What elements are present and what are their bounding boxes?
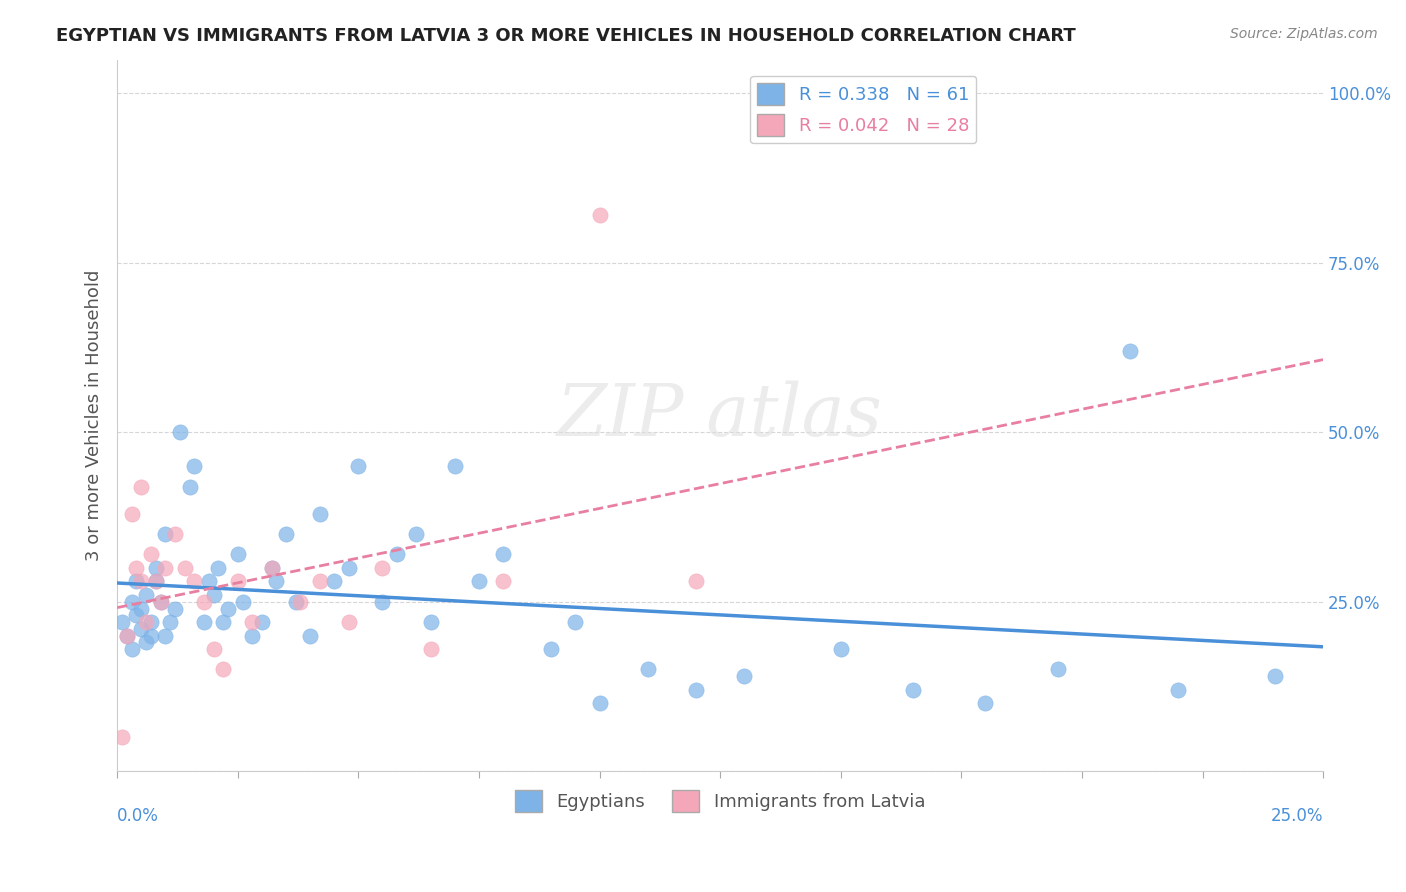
Point: [145, 574, 167, 589]
Point: [115, 629, 138, 643]
Point: [337, 615, 360, 629]
Point: [139, 547, 162, 561]
Point: [131, 601, 153, 615]
Point: [323, 574, 346, 589]
Point: [266, 574, 288, 589]
Point: [1264, 669, 1286, 683]
Point: [337, 561, 360, 575]
Point: [588, 697, 610, 711]
Point: [830, 642, 852, 657]
Point: [217, 601, 239, 615]
Point: [139, 615, 162, 629]
Point: [202, 642, 225, 657]
Point: [125, 608, 148, 623]
Point: [131, 574, 153, 589]
Point: [260, 561, 283, 575]
Point: [444, 459, 467, 474]
Point: [685, 574, 707, 589]
Point: [226, 574, 249, 589]
Point: [588, 209, 610, 223]
Point: [159, 615, 181, 629]
Point: [685, 682, 707, 697]
Point: [290, 595, 312, 609]
Point: [405, 527, 427, 541]
Point: [240, 615, 263, 629]
Point: [139, 629, 162, 643]
Point: [111, 615, 134, 629]
Point: [274, 527, 297, 541]
Text: EGYPTIAN VS IMMIGRANTS FROM LATVIA 3 OR MORE VEHICLES IN HOUSEHOLD CORRELATION C: EGYPTIAN VS IMMIGRANTS FROM LATVIA 3 OR …: [56, 27, 1076, 45]
Point: [492, 547, 515, 561]
Point: [250, 615, 273, 629]
Point: [733, 669, 755, 683]
Point: [145, 561, 167, 575]
Point: [385, 547, 408, 561]
Point: [169, 425, 191, 440]
Point: [125, 561, 148, 575]
Point: [183, 574, 205, 589]
Point: [125, 574, 148, 589]
Point: [284, 595, 307, 609]
Point: [212, 663, 235, 677]
Point: [1119, 343, 1142, 358]
Point: [468, 574, 491, 589]
Point: [155, 561, 177, 575]
Legend: Egyptians, Immigrants from Latvia: Egyptians, Immigrants from Latvia: [508, 782, 932, 819]
Point: [121, 507, 143, 521]
Text: Source: ZipAtlas.com: Source: ZipAtlas.com: [1230, 27, 1378, 41]
Point: [165, 527, 187, 541]
Point: [564, 615, 586, 629]
Point: [232, 595, 254, 609]
Text: 25.0%: 25.0%: [1271, 806, 1323, 825]
Point: [198, 574, 221, 589]
Point: [202, 588, 225, 602]
Point: [207, 561, 229, 575]
Point: [299, 629, 322, 643]
Point: [1167, 682, 1189, 697]
Point: [419, 642, 441, 657]
Point: [121, 595, 143, 609]
Point: [115, 629, 138, 643]
Point: [165, 601, 187, 615]
Point: [1046, 663, 1069, 677]
Point: [121, 642, 143, 657]
Point: [240, 629, 263, 643]
Point: [149, 595, 172, 609]
Point: [135, 615, 157, 629]
Point: [155, 527, 177, 541]
Point: [155, 629, 177, 643]
Point: [226, 547, 249, 561]
Point: [111, 731, 134, 745]
Point: [637, 663, 659, 677]
Point: [308, 574, 330, 589]
Point: [131, 479, 153, 493]
Point: [901, 682, 924, 697]
Point: [131, 622, 153, 636]
Point: [212, 615, 235, 629]
Point: [492, 574, 515, 589]
Point: [135, 635, 157, 649]
Point: [371, 561, 394, 575]
Point: [260, 561, 283, 575]
Point: [179, 479, 201, 493]
Y-axis label: 3 or more Vehicles in Household: 3 or more Vehicles in Household: [86, 269, 103, 561]
Point: [540, 642, 562, 657]
Point: [974, 697, 997, 711]
Point: [347, 459, 370, 474]
Text: 0.0%: 0.0%: [117, 806, 159, 825]
Point: [145, 574, 167, 589]
Point: [419, 615, 441, 629]
Point: [193, 615, 215, 629]
Point: [173, 561, 195, 575]
Point: [193, 595, 215, 609]
Point: [183, 459, 205, 474]
Text: ZIP atlas: ZIP atlas: [557, 380, 883, 450]
Point: [149, 595, 172, 609]
Point: [371, 595, 394, 609]
Point: [135, 588, 157, 602]
Point: [308, 507, 330, 521]
